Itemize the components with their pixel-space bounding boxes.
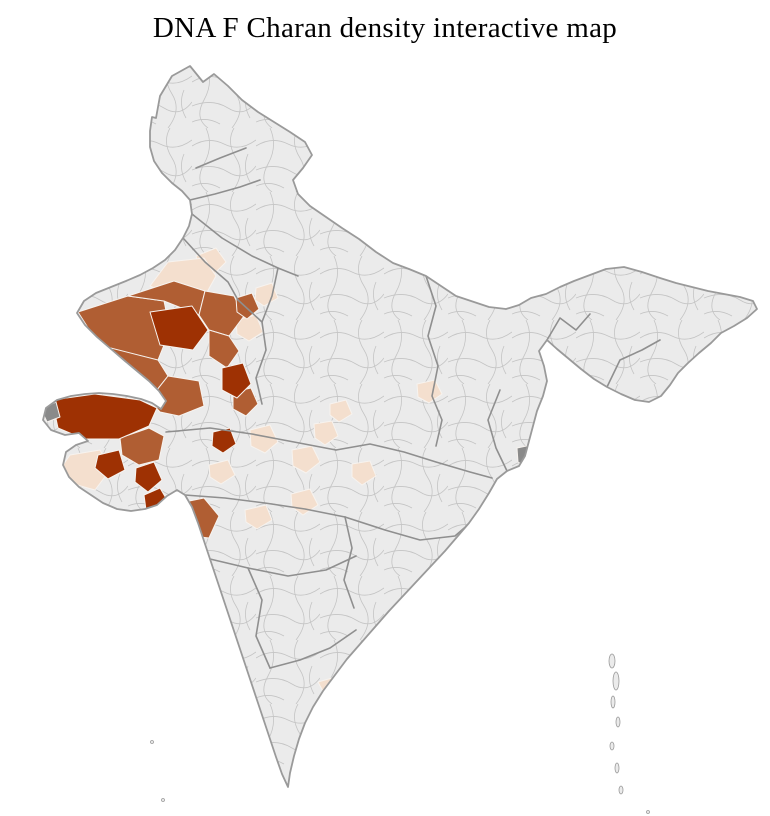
state-border-line [344,516,471,541]
island [614,762,620,774]
state-border-line [546,313,591,341]
district-mp-light-d[interactable] [351,460,377,486]
island [612,671,620,691]
map-state-borders [165,147,661,669]
map-islands [150,653,650,814]
district-mp-light-c[interactable] [313,420,339,446]
district-south-rajasthan-dark[interactable] [211,427,237,454]
map-outline [42,65,758,788]
map-regions [43,247,544,698]
state-border-line [335,443,493,479]
state-border-line [189,179,261,201]
district-mp-light-b[interactable] [291,445,321,474]
state-border-line [606,339,661,388]
district-up-light[interactable] [329,399,353,423]
state-border-line [165,427,337,451]
island [608,653,616,669]
island [161,798,165,802]
district-haryana-light-b[interactable] [235,314,264,342]
district-haryana-light-a[interactable] [254,282,279,307]
state-border-line [237,299,263,323]
district-jodhpur-dark[interactable] [149,305,209,351]
state-border-line [184,494,346,518]
state-border-line [487,389,508,472]
district-thane-dark[interactable] [147,507,178,542]
district-sikar[interactable] [208,329,240,369]
island [150,740,154,744]
state-border-line [255,267,279,405]
state-border-line [247,567,271,669]
district-east-gray-district[interactable] [516,443,544,470]
district-gujarat-dark-b[interactable] [134,461,163,493]
district-mp-light-a[interactable] [249,424,279,454]
state-border-line [269,629,357,669]
state-border-line [343,516,355,609]
district-north-gujarat[interactable] [119,427,165,466]
island [610,695,616,709]
island [615,716,621,728]
district-mp-light-g[interactable] [208,459,236,485]
district-kutch-dark[interactable] [51,393,158,440]
district-mp-light-f[interactable] [244,504,273,530]
district-jaipur-dark[interactable] [221,362,252,399]
state-border-line [182,237,239,301]
district-pune-area[interactable] [167,532,205,567]
island [646,810,650,814]
state-border-line [195,147,247,169]
island [618,785,624,795]
state-border-line [425,275,443,447]
district-gujarat-dark-a[interactable] [94,449,126,480]
island [609,741,615,751]
state-border-line [191,213,299,277]
india-outline [42,65,758,788]
page-title: DNA F Charan density interactive map [152,12,618,44]
state-border-line [209,555,357,577]
district-jharkhand-light[interactable] [416,379,443,404]
